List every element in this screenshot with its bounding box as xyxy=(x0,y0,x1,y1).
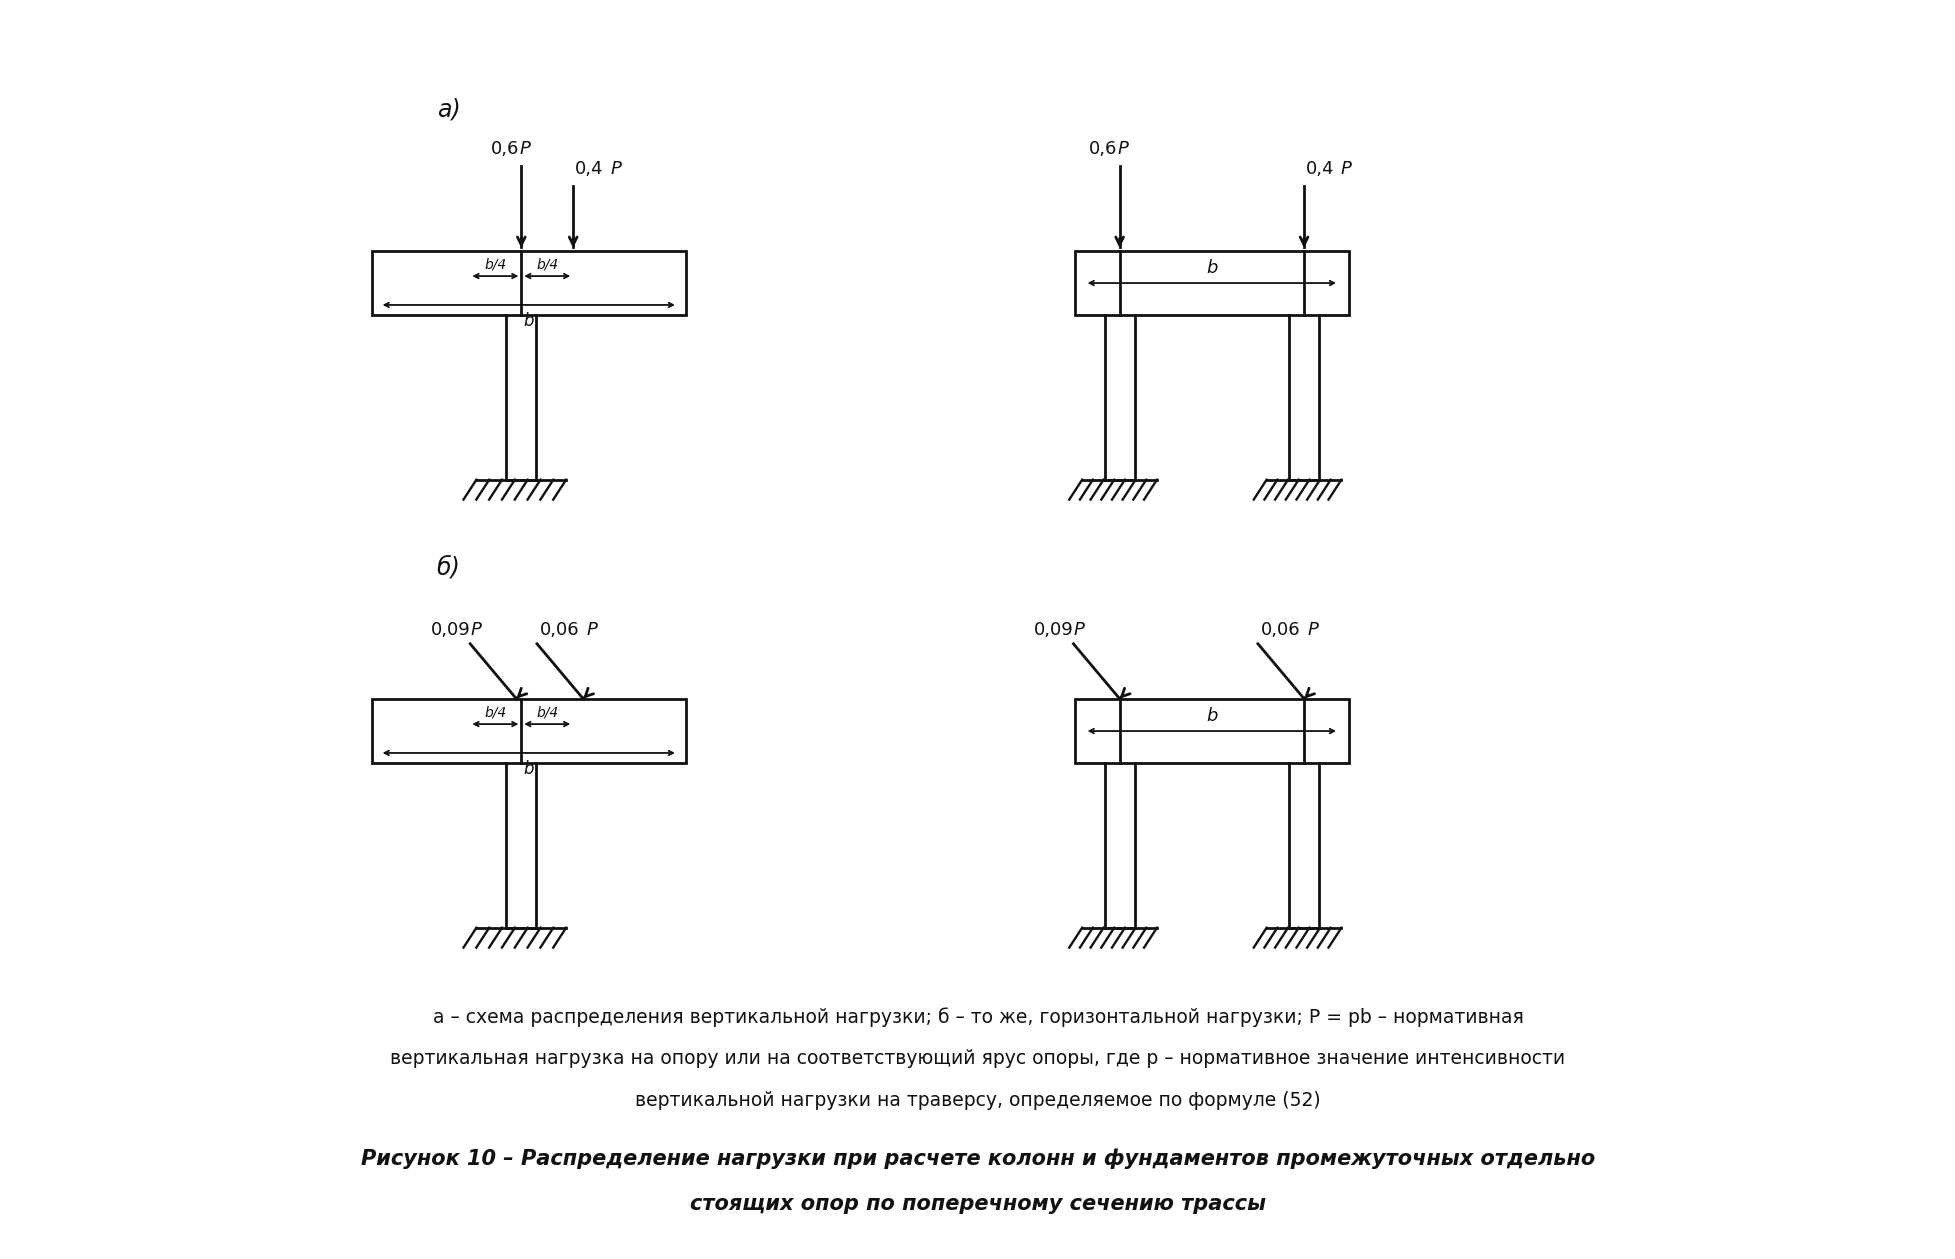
Text: 0,06: 0,06 xyxy=(1261,621,1300,638)
Text: стоящих опор по поперечному сечению трассы: стоящих опор по поперечному сечению трас… xyxy=(690,1195,1265,1215)
Text: 0,4: 0,4 xyxy=(575,160,604,178)
Text: вертикальной нагрузки на траверсу, определяемое по формуле (52): вертикальной нагрузки на траверсу, опред… xyxy=(635,1092,1320,1110)
Text: b/4: b/4 xyxy=(536,705,557,719)
Text: P: P xyxy=(1341,160,1351,178)
Text: Рисунок 10 – Распределение нагрузки при расчете колонн и фундаментов промежуточн: Рисунок 10 – Распределение нагрузки при … xyxy=(360,1148,1595,1170)
Text: b/4: b/4 xyxy=(536,257,557,271)
Bar xyxy=(1073,699,1349,763)
Text: 0,4: 0,4 xyxy=(1306,160,1333,178)
Text: b: b xyxy=(1206,259,1216,277)
Bar xyxy=(371,699,686,763)
Bar xyxy=(371,251,686,316)
Bar xyxy=(1073,251,1349,316)
Text: b/4: b/4 xyxy=(485,257,506,271)
Text: 0,09: 0,09 xyxy=(430,621,469,638)
Text: а – схема распределения вертикальной нагрузки; б – то же, горизонтальной нагрузк: а – схема распределения вертикальной наг… xyxy=(432,1007,1523,1027)
Text: b: b xyxy=(524,760,534,778)
Text: P: P xyxy=(518,140,530,159)
Text: б): б) xyxy=(436,555,459,579)
Text: b: b xyxy=(524,312,534,330)
Text: P: P xyxy=(586,621,598,638)
Text: 0,06: 0,06 xyxy=(540,621,579,638)
Text: b: b xyxy=(1206,708,1216,725)
Text: b/4: b/4 xyxy=(485,705,506,719)
Text: P: P xyxy=(610,160,620,178)
Text: а): а) xyxy=(436,97,459,121)
Text: P: P xyxy=(1116,140,1128,159)
Text: P: P xyxy=(1308,621,1318,638)
Text: 0,6: 0,6 xyxy=(1089,140,1116,159)
Text: P: P xyxy=(1073,621,1083,638)
Text: 0,6: 0,6 xyxy=(491,140,518,159)
Text: вертикальная нагрузка на опору или на соответствующий ярус опоры, где p – нормат: вертикальная нагрузка на опору или на со… xyxy=(391,1049,1564,1068)
Text: 0,09: 0,09 xyxy=(1032,621,1073,638)
Text: P: P xyxy=(469,621,481,638)
